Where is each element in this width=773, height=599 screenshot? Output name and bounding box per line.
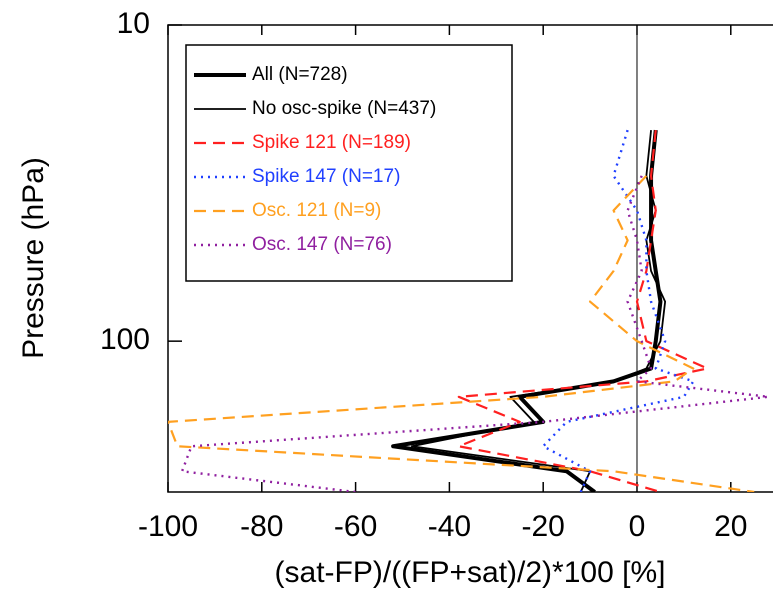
legend-label: Osc. 121 (N=9) — [252, 200, 381, 221]
y-tick-label: 100 — [100, 323, 150, 356]
x-tick-label: 0 — [629, 510, 646, 543]
legend-label: Spike 147 (N=17) — [252, 166, 400, 187]
y-axis-label: Pressure (hPa) — [17, 157, 50, 359]
legend-box — [185, 44, 513, 282]
series-line — [168, 175, 755, 492]
plot-frame — [167, 24, 773, 493]
x-tick-label: -20 — [522, 510, 565, 543]
y-tick-label: 10 — [117, 7, 150, 40]
x-tick-label: -40 — [428, 510, 471, 543]
series-line — [541, 129, 695, 492]
series-line — [180, 175, 770, 492]
legend-label: Spike 121 (N=189) — [252, 132, 411, 153]
x-axis-label: (sat-FP)/((FP+sat)/2)*100 [%] — [275, 556, 666, 589]
series-line — [457, 129, 709, 492]
x-tick-label: 20 — [714, 510, 747, 543]
x-tick-label: -60 — [334, 510, 377, 543]
legend-label: All (N=728) — [252, 64, 348, 85]
legend-label: Osc. 147 (N=76) — [252, 234, 392, 255]
x-tick-label: -80 — [240, 510, 283, 543]
plot-area — [168, 129, 770, 492]
legend-label: No osc-spike (N=437) — [252, 98, 436, 119]
x-tick-label: -100 — [138, 510, 198, 543]
